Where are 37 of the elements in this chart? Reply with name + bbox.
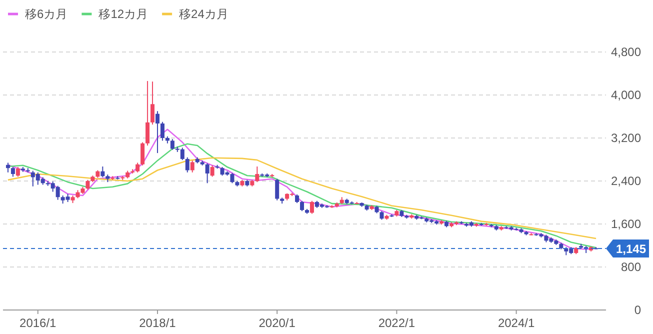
candlestick <box>155 110 160 154</box>
candlestick <box>136 162 140 173</box>
line-series <box>7 157 597 240</box>
legend-label: 移12カ月 <box>98 7 148 21</box>
candlestick <box>100 166 105 178</box>
candlestick <box>205 162 210 184</box>
y-tick-label: 4,800 <box>610 45 642 59</box>
candlestick <box>275 178 280 201</box>
candlestick <box>160 121 164 142</box>
x-tick-label: 2020/1 <box>258 316 296 330</box>
y-tick-label: 1,600 <box>610 217 642 231</box>
x-tick-label: 2018/1 <box>139 316 176 330</box>
candlestick <box>146 80 150 146</box>
candlestick <box>185 156 190 173</box>
candlestick <box>6 162 10 173</box>
candlestick <box>210 164 214 178</box>
x-tick-label: 2016/1 <box>20 316 57 330</box>
candlestick <box>255 166 260 183</box>
legend-label: 移24カ月 <box>179 7 228 21</box>
candlestick <box>310 200 314 214</box>
candlestick <box>190 160 194 173</box>
y-tick-label: 0 <box>634 303 642 317</box>
candlestick <box>86 179 90 190</box>
candlestick <box>170 138 174 150</box>
candlestick <box>16 166 20 178</box>
ref-line-label: 1,145 <box>616 242 646 256</box>
y-tick-label: 4,000 <box>610 88 642 102</box>
x-tick-label: 2022/1 <box>378 316 416 330</box>
y-tick-label: 2,400 <box>610 174 642 188</box>
candlestick <box>150 81 155 126</box>
y-tick-label: 3,200 <box>610 131 642 145</box>
candlestick <box>10 166 15 178</box>
candlestick <box>140 142 145 166</box>
x-tick-label: 2024/1 <box>498 316 535 330</box>
y-tick-label: 800 <box>620 260 642 274</box>
legend-label: 移6カ月 <box>25 7 68 21</box>
candlestick <box>300 200 304 212</box>
